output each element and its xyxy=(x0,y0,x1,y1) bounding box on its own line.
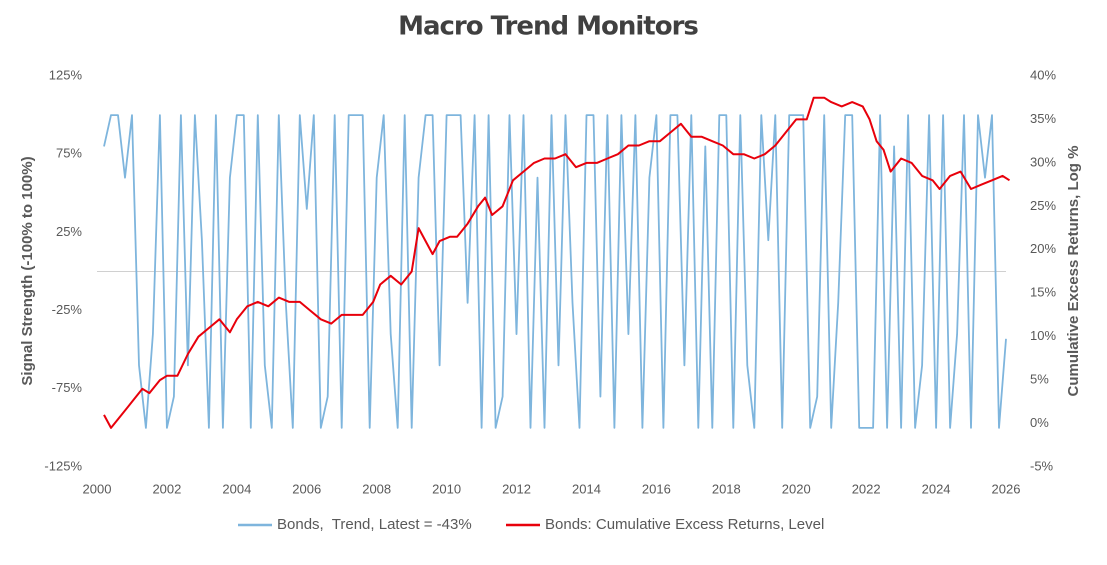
y2-tick-label: 40% xyxy=(1030,67,1056,82)
x-tick-label: 2008 xyxy=(362,481,391,496)
series-line xyxy=(103,114,1007,429)
x-tick-label: 2006 xyxy=(292,481,321,496)
x-tick-label: 2002 xyxy=(152,481,181,496)
series-line xyxy=(103,96,1011,429)
y2-tick-label: 15% xyxy=(1030,285,1056,300)
legend-label: Bonds, Trend, Latest = -43% xyxy=(277,516,472,533)
y-tick-label: -25% xyxy=(52,302,83,317)
y-tick-label: -75% xyxy=(52,380,83,395)
y2-tick-label: 10% xyxy=(1030,328,1056,343)
y2-axis-title: Cumulative Excess Returns, Log % xyxy=(1065,146,1082,397)
x-tick-label: 2018 xyxy=(712,481,741,496)
x-tick-label: 2010 xyxy=(432,481,461,496)
y-tick-label: 25% xyxy=(56,224,82,239)
x-tick-label: 2022 xyxy=(852,481,881,496)
y2-tick-label: 35% xyxy=(1030,111,1056,126)
chart-title: Macro Trend Monitors xyxy=(398,12,698,42)
y2-tick-label: 5% xyxy=(1030,372,1049,387)
y-axis-title: Signal Strength (-100% to 100%) xyxy=(19,156,36,385)
legend-label: Bonds: Cumulative Excess Returns, Level xyxy=(545,516,824,533)
y2-tick-label: 25% xyxy=(1030,198,1056,213)
x-tick-label: 2024 xyxy=(922,481,951,496)
y-tick-label: 75% xyxy=(56,146,82,161)
y-tick-label: 125% xyxy=(49,67,83,82)
x-tick-label: 2014 xyxy=(572,481,601,496)
x-tick-label: 2026 xyxy=(992,481,1021,496)
x-tick-label: 2020 xyxy=(782,481,811,496)
y-tick-label: -125% xyxy=(44,458,82,473)
y2-tick-label: 20% xyxy=(1030,241,1056,256)
x-tick-label: 2012 xyxy=(502,481,531,496)
y2-tick-label: -5% xyxy=(1030,458,1054,473)
x-tick-label: 2016 xyxy=(642,481,671,496)
y2-tick-label: 30% xyxy=(1030,154,1056,169)
x-tick-label: 2004 xyxy=(222,481,251,496)
y2-tick-label: 0% xyxy=(1030,415,1049,430)
x-tick-label: 2000 xyxy=(83,481,112,496)
